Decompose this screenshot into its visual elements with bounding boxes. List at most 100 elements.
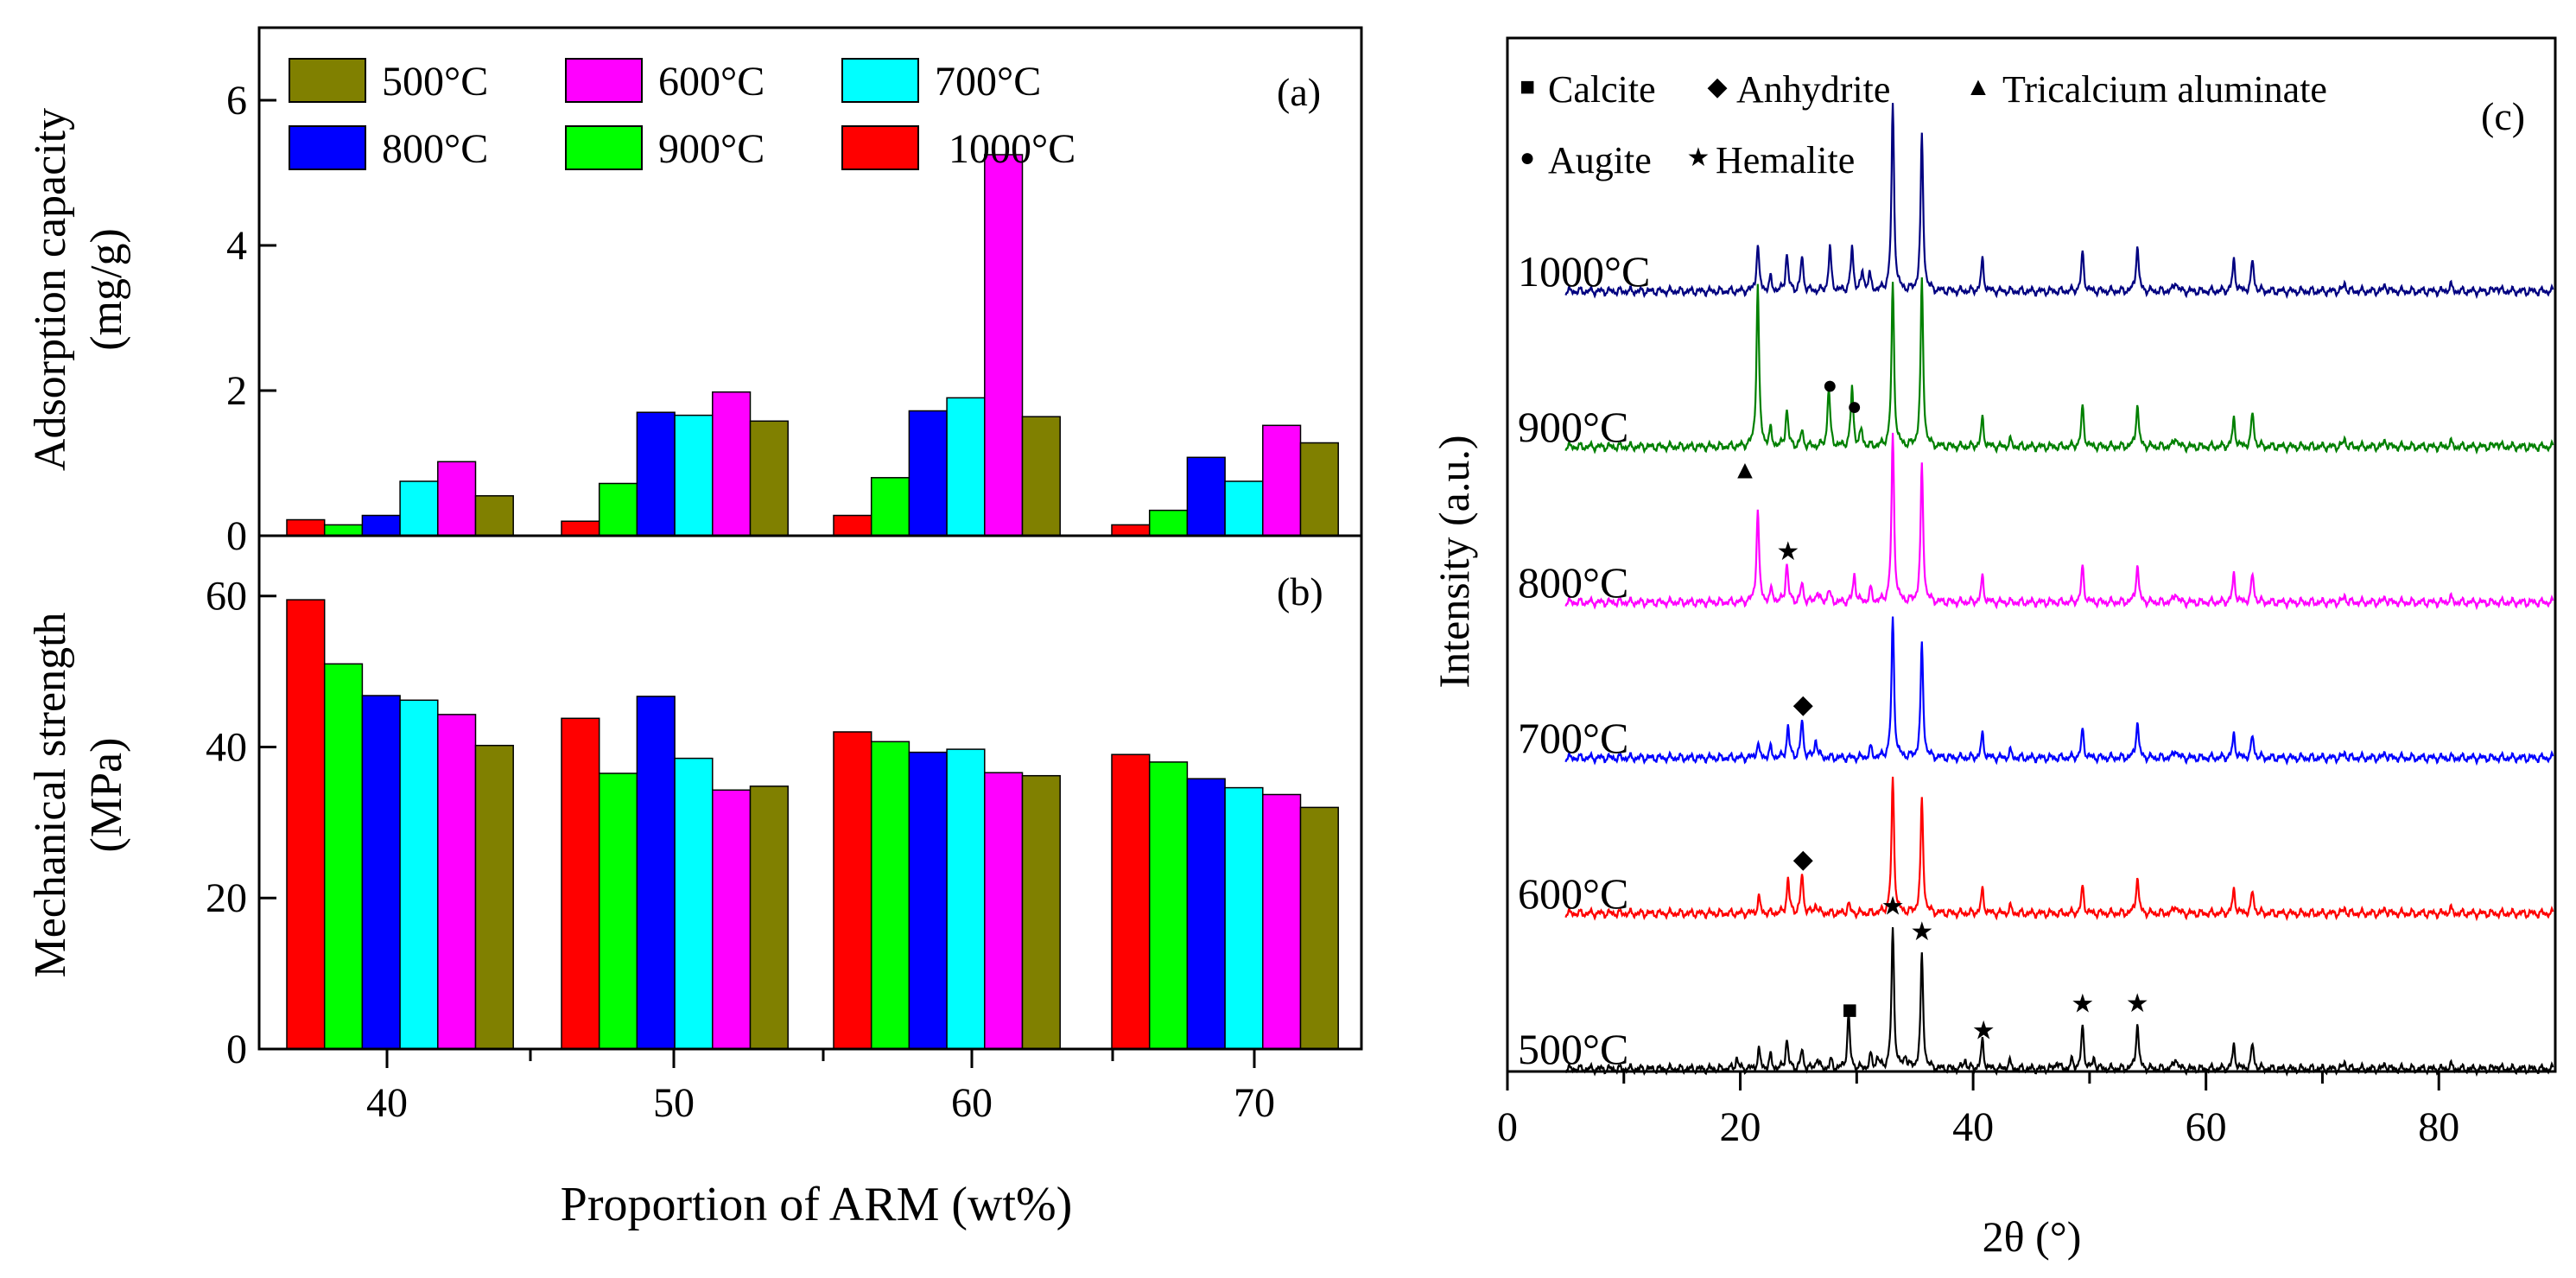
peak-marker: ● [1847, 392, 1862, 421]
bar-700c-40 [399, 699, 439, 1050]
bar-500c-60 [1021, 774, 1061, 1050]
legend-label: 700°C [935, 59, 1041, 105]
legend-label: 600°C [658, 59, 765, 105]
y-tick-label: 0 [226, 1027, 247, 1072]
y-tick-label: 40 [206, 724, 247, 770]
legend-swatch-1000c [841, 125, 919, 170]
bar-600c-50 [712, 789, 752, 1050]
legend-label: 900°C [658, 126, 765, 172]
series-label: 600°C [1518, 869, 1628, 918]
y-tick-label: 20 [206, 875, 247, 921]
phase-legend-label: Calcite [1548, 68, 1656, 111]
legend-swatch-800c [289, 125, 366, 170]
panel-b-x-ticks: 40 50 60 70 [366, 1049, 1275, 1126]
series-label: 900°C [1518, 403, 1628, 451]
phase-legend-symbol: ▲ [1965, 73, 1991, 101]
panel-b-y-ticks: 0 20 40 60 [206, 574, 276, 1072]
bar-500c-50 [749, 420, 789, 537]
bar-800c-70 [1186, 778, 1226, 1050]
panel-b-ylabel-line2: (MPa) [82, 738, 131, 853]
bar-500c-40 [474, 744, 514, 1050]
bar-900c-60 [870, 477, 910, 537]
phase-legend-symbol: ■ [1520, 73, 1535, 101]
bar-700c-70 [1224, 480, 1264, 537]
bar-500c-70 [1299, 806, 1339, 1050]
xrd-pattern-1000c [1564, 103, 2554, 300]
panel-c-label: (c) [2481, 94, 2525, 138]
xrd-pattern-700c [1564, 616, 2554, 766]
panel-b-label: (b) [1277, 569, 1323, 614]
bar-1000c-50 [561, 717, 600, 1050]
x-tick-label: 60 [2186, 1104, 2227, 1150]
peak-marker: ★ [1910, 918, 1933, 946]
panel-c-x-ticks: 0 20 40 60 80 [1497, 1071, 2459, 1150]
y-tick-label: 4 [226, 223, 247, 269]
bar-700c-50 [674, 757, 714, 1050]
x-tick-label: 40 [366, 1080, 408, 1126]
bar-800c-60 [908, 410, 948, 537]
legend-swatch-500c [289, 58, 366, 103]
legend-label: 500°C [382, 59, 488, 105]
bar-900c-40 [323, 524, 364, 537]
x-tick-label: 50 [653, 1080, 695, 1126]
peak-marker: ★ [1972, 1017, 1995, 1046]
y-tick-label: 0 [226, 513, 247, 559]
legend-swatch-900c [565, 125, 643, 170]
y-tick-label: 2 [226, 368, 247, 414]
peak-marker: ★ [2071, 990, 2094, 1019]
phase-legend-label: Augite [1548, 139, 1652, 181]
bar-900c-70 [1148, 761, 1189, 1050]
x-tick-label: 20 [1720, 1104, 1761, 1150]
bar-600c-70 [1262, 793, 1302, 1050]
series-label: 500°C [1518, 1025, 1628, 1073]
panel-a-legend: 500°C 600°C 700°C 800°C 900°C 1000°C [289, 58, 1075, 172]
bar-1000c-70 [1111, 524, 1151, 537]
phase-legend-symbol: ● [1520, 143, 1535, 172]
x-tick-label: 80 [2418, 1104, 2459, 1150]
phase-legend-symbol: ★ [1687, 143, 1710, 172]
panel-c-series [1564, 103, 2554, 1078]
bar-800c-60 [908, 751, 948, 1050]
bar-800c-40 [361, 514, 401, 537]
peak-marker: ◆ [1793, 845, 1813, 874]
bar-700c-60 [946, 748, 986, 1050]
peak-marker: ▲ [1732, 455, 1758, 484]
panel-a-bars [286, 154, 1339, 537]
phase-legend-label: Anhydrite [1736, 68, 1890, 111]
bar-600c-40 [437, 714, 477, 1050]
bar-1000c-40 [286, 518, 326, 537]
peak-marker: ★ [1776, 537, 1799, 566]
panel-c-phase-legend: ■ Calcite ◆ Anhydrite ▲ Tricalcium aluminate ●… [1520, 68, 2327, 181]
panel-a-label: (a) [1277, 70, 1321, 114]
peak-marker: ■ [1842, 996, 1857, 1025]
bar-700c-70 [1224, 786, 1264, 1050]
xrd-pattern-500c [1564, 927, 2554, 1078]
phase-legend-label: Hemalite [1716, 139, 1855, 181]
bar-600c-70 [1262, 424, 1302, 537]
panel-c-xlabel: 2θ (°) [1983, 1212, 2082, 1261]
x-tick-label: 70 [1234, 1080, 1275, 1126]
xrd-pattern-800c [1564, 432, 2554, 611]
x-tick-label: 40 [1952, 1104, 1994, 1150]
bar-800c-70 [1186, 456, 1226, 537]
panel-c-frame [1506, 36, 2557, 1073]
legend-label: 800°C [382, 126, 488, 172]
bar-1000c-40 [286, 599, 326, 1050]
bar-800c-50 [636, 696, 676, 1050]
bar-500c-50 [749, 785, 789, 1050]
panel-a-adsorption: 0 2 4 6 (a) 500°C 600°C 700°C 800°C 900°C 1000°C… [26, 26, 1363, 559]
panel-b-bars [286, 599, 1339, 1050]
bar-1000c-50 [561, 520, 600, 537]
y-tick-label: 60 [206, 574, 247, 620]
phase-legend-symbol: ◆ [1707, 73, 1727, 101]
panel-a-ylabel-line1: Adsorption capacity [26, 108, 75, 471]
peak-marker: ★ [1881, 893, 1905, 921]
x-tick-label: 60 [951, 1080, 993, 1126]
panel-c-xrd: ■★★★★ ★◆◆★▲●● 500°C600°C700°C800°C900°C10… [1430, 36, 2557, 1261]
x-tick-label: 0 [1497, 1104, 1518, 1150]
bar-900c-50 [598, 482, 638, 537]
bar-600c-50 [712, 391, 752, 537]
bar-900c-70 [1148, 509, 1189, 537]
bar-1000c-60 [833, 514, 872, 537]
